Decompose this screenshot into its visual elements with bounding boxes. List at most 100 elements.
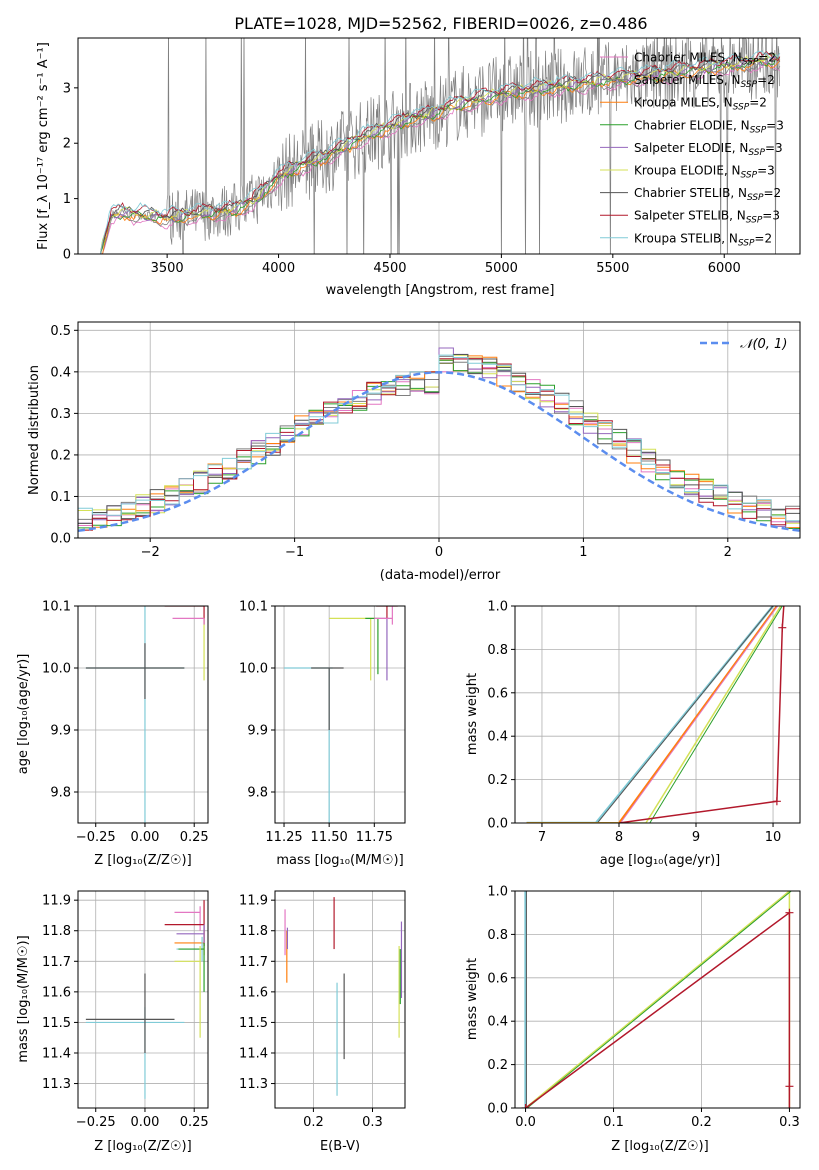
age-vs-mass-x-ticks: 11.25 11.50 11.75 (265, 823, 393, 845)
legend-label: Chabrier ELODIE, NSSP=3 (634, 118, 784, 135)
legend-label: Salpeter STELIB, NSSP=3 (634, 209, 780, 226)
y-tick-label: 0.8 (487, 643, 508, 658)
cumulative-mass-line (526, 606, 778, 823)
mass-weight-vs-age-axes-frame (514, 605, 801, 824)
plus-marker (521, 1104, 530, 1108)
residual-histogram-step (78, 354, 800, 524)
age-vs-z-y-label: age [log₁₀(age/yr)] (16, 654, 31, 775)
mass-weight-vs-age-grid (515, 605, 800, 824)
y-tick-label: 0.1 (50, 490, 71, 505)
spectrum-y-label: Flux [f_λ 10⁻¹⁷ erg cm⁻² s⁻¹ A⁻¹] (36, 42, 51, 250)
plus-marker (785, 1082, 794, 1091)
mass-vs-z-x-ticks: −0.25 0.00 0.25 (76, 1108, 209, 1130)
cumulative-mass-line (526, 606, 774, 823)
mass-vs-z-grid (78, 891, 208, 1108)
x-tick-label: 3500 (151, 261, 184, 276)
model-spectrum-line (99, 50, 781, 254)
plus-marker (778, 623, 787, 632)
x-tick-label: 1 (579, 545, 587, 560)
y-tick-label: 0.3 (50, 407, 71, 422)
mass-vs-z-y-label: mass [log₁₀(M/M☉)] (16, 935, 31, 1062)
residual-legend: 𝒩(0, 1) (700, 337, 787, 352)
y-tick-label: 0 (63, 248, 71, 263)
x-tick-label: 0.3 (779, 1115, 800, 1130)
y-tick-label: 1.0 (487, 885, 508, 900)
y-tick-label: 1 (63, 192, 71, 207)
age-vs-mass-y-ticks: 9.8 9.9 10.0 10.1 (239, 600, 275, 801)
y-tick-label: 0.5 (50, 324, 71, 339)
mass-weight-vs-z-x-ticks: 0.0 0.1 0.2 0.3 (515, 1108, 800, 1130)
residual-histogram-step (78, 354, 800, 522)
x-tick-label: 11.25 (265, 830, 302, 845)
x-tick-label: −2 (141, 545, 160, 560)
y-tick-label: 2 (63, 137, 71, 152)
y-tick-label: 0.8 (487, 928, 508, 943)
mass-vs-ebv-x-label: E(B-V) (320, 1139, 360, 1154)
residual-y-ticks: 0.0 0.1 0.2 0.3 0.4 0.5 (50, 324, 78, 547)
residual-x-ticks: −2 −1 0 1 2 (141, 538, 732, 560)
residual-y-label: Normed distribution (27, 365, 42, 495)
model-spectrum-line (100, 59, 781, 254)
y-tick-label: 11.3 (42, 1077, 71, 1092)
age-vs-z-panel: −0.25 0.00 0.25 9.8 9.9 10.0 10.1 Z [log₁₀(Z/… (16, 600, 209, 869)
mass-weight-vs-z-y-label: mass weight (465, 958, 480, 1040)
cumulative-mass-line (526, 606, 782, 823)
mass-weight-vs-age-y-ticks: 0.0 0.2 0.4 0.6 0.8 1.0 (487, 600, 515, 832)
spectrum-data-layer (99, 38, 781, 254)
y-tick-label: 9.8 (247, 786, 268, 801)
mass-vs-z-panel: −0.25 0.00 0.25 11.311.411.511.611.711.811… (16, 890, 209, 1154)
legend-label: Chabrier STELIB, NSSP=2 (634, 186, 781, 203)
x-tick-label: 5500 (596, 261, 629, 276)
y-tick-label: 9.8 (50, 786, 71, 801)
spectrum-x-label: wavelength [Angstrom, rest frame] (326, 283, 555, 298)
mass-vs-z-x-label: Z [log₁₀(Z/Z☉)] (94, 1139, 191, 1154)
x-tick-label: 11.75 (356, 830, 393, 845)
x-tick-label: 0.2 (691, 1115, 712, 1130)
y-tick-label: 11.8 (239, 924, 268, 939)
y-tick-label: 0.6 (487, 686, 508, 701)
observed-spectrum-line (100, 38, 780, 254)
cumulative-mass-line (526, 891, 792, 1108)
legend-label: Kroupa MILES, NSSP=2 (634, 96, 767, 113)
age-vs-z-x-ticks: −0.25 0.00 0.25 (76, 823, 209, 845)
y-tick-label: 11.4 (239, 1046, 268, 1061)
mass-vs-z-y-ticks: 11.3 11.4 11.5 11.6 11.7 11.8 11.9 (42, 894, 78, 1092)
plus-marker (772, 797, 781, 806)
mass-weight-vs-age-y-label: mass weight (465, 673, 480, 755)
mass-vs-ebv-grid (275, 891, 405, 1108)
y-tick-label: 11.5 (239, 1016, 268, 1031)
model-spectrum-line (100, 64, 781, 254)
x-tick-label: 7 (538, 830, 546, 845)
cumulative-mass-line (618, 606, 785, 823)
y-tick-label: 0.6 (487, 971, 508, 986)
age-vs-z-grid (78, 605, 208, 823)
x-tick-label: 11.50 (311, 830, 348, 845)
mass-vs-ebv-axes-frame (274, 890, 406, 1109)
x-tick-label: 0.1 (603, 1115, 624, 1130)
legend-label: Kroupa ELODIE, NSSP=3 (634, 164, 775, 181)
y-tick-label: 11.8 (42, 924, 71, 939)
y-tick-label: 11.9 (42, 894, 71, 909)
mass-vs-ebv-x-ticks: 0.2 0.3 (303, 1108, 383, 1130)
y-tick-label: 0.4 (50, 365, 71, 380)
y-tick-label: 11.5 (42, 1016, 71, 1031)
y-tick-label: 10.1 (42, 600, 71, 615)
x-tick-label: 6000 (708, 261, 741, 276)
cumulative-mass-line (525, 911, 791, 1108)
y-tick-label: 0.4 (487, 730, 508, 745)
x-tick-label: 0.2 (303, 1115, 324, 1130)
mass-vs-ebv-data-layer (284, 897, 403, 1096)
mass-vs-ebv-y-ticks: 11.3 11.4 11.5 11.6 11.7 11.8 11.9 (239, 894, 275, 1092)
mass-weight-vs-age-x-label: age [log₁₀(age/yr)] (600, 853, 721, 868)
y-tick-label: 0.2 (487, 1058, 508, 1073)
x-tick-label: 4000 (262, 261, 295, 276)
x-tick-label: −0.25 (76, 830, 116, 845)
age-vs-z-x-label: Z [log₁₀(Z/Z☉)] (94, 853, 191, 868)
y-tick-label: 0.0 (487, 817, 508, 832)
mass-weight-vs-z-panel: 0.0 0.1 0.2 0.3 0.0 0.2 0.4 0.6 0.8 1.0 Z [log₁₀… (465, 885, 801, 1154)
spectrum-panel: 3500 4000 4500 5000 5500 6000 0 1 2 3 wavelength… (36, 37, 801, 298)
y-tick-label: 0.0 (50, 532, 71, 547)
y-tick-label: 10.0 (42, 662, 71, 677)
mass-weight-vs-z-axes-frame (514, 890, 801, 1109)
